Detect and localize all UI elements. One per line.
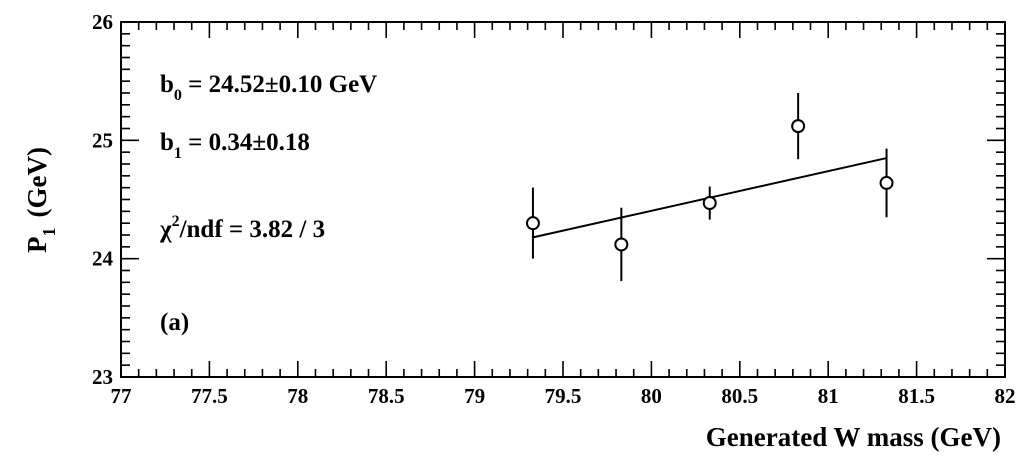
x-tick-label: 80.5 <box>721 384 758 408</box>
axis-tick-labels: 77 77.5 78 78.5 79 79.5 80 80.5 81 81.5 82 23 24 25 26 <box>92 10 1016 408</box>
annotation-chi2-rest: /ndf = 3.82 / 3 <box>179 216 326 243</box>
point-marker <box>791 119 806 134</box>
point-marker <box>702 196 717 211</box>
data-point <box>614 207 629 282</box>
data-point <box>702 186 717 220</box>
annotation-b1-rest: = 0.34±0.18 <box>182 129 310 156</box>
data-point <box>791 93 806 160</box>
annotation-chi2: χ2/ndf = 3.82 / 3 <box>159 213 325 243</box>
x-tick-label: 81.5 <box>898 384 935 408</box>
annotation-b0-rest: = 24.52±0.10 GeV <box>182 71 377 98</box>
x-tick-label: 77 <box>111 384 132 408</box>
point-marker <box>614 237 629 252</box>
y-axis-title-sub: 1 <box>39 227 59 236</box>
annotation-b1-sub: 1 <box>174 145 182 162</box>
data-point <box>525 187 540 259</box>
annotation-b1-main: b <box>160 129 174 156</box>
annotation-panel-label: (a) <box>160 309 189 336</box>
annotation-chi2-sup: 2 <box>172 213 180 230</box>
point-marker <box>525 216 540 231</box>
x-tick-label: 81 <box>818 384 839 408</box>
x-tick-label: 82 <box>995 384 1016 408</box>
annotation-b0: b0 = 24.52±0.10 GeV <box>160 71 377 104</box>
data-point <box>879 148 894 218</box>
y-axis-title-main: P <box>22 236 52 253</box>
data-points <box>525 93 894 282</box>
y-axis-title-unit: (GeV) <box>22 147 52 217</box>
y-tick-label: 26 <box>92 10 113 34</box>
x-axis-title: Generated W mass (GeV) <box>706 422 1001 452</box>
x-tick-label: 77.5 <box>191 384 228 408</box>
point-marker <box>879 175 894 190</box>
x-tick-label: 79.5 <box>545 384 582 408</box>
x-tick-label: 78 <box>287 384 308 408</box>
annotation-b1: b1 = 0.34±0.18 <box>160 129 310 162</box>
annotation-chi2-main: χ <box>159 216 172 243</box>
y-tick-label: 25 <box>92 128 113 152</box>
plot-frame <box>120 21 1006 378</box>
x-tick-label: 78.5 <box>368 384 405 408</box>
x-tick-label: 80 <box>641 384 662 408</box>
annotation-b0-main: b <box>160 71 174 98</box>
y-tick-label: 23 <box>92 365 113 389</box>
x-tick-label: 79 <box>464 384 485 408</box>
y-tick-label: 24 <box>92 247 114 271</box>
y-axis-title: P1 (GeV) <box>22 147 59 253</box>
annotation-b0-sub: 0 <box>174 87 182 104</box>
